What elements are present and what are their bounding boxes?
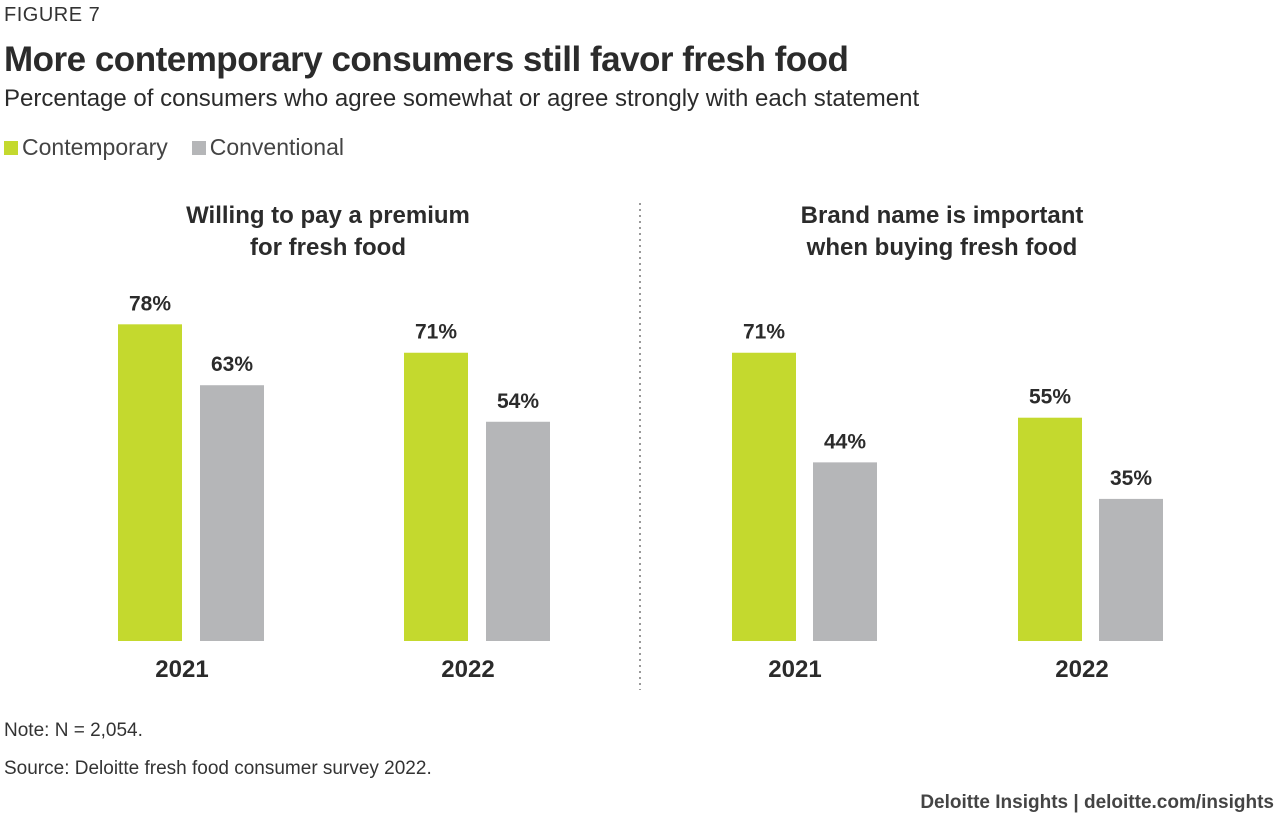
data-label-1-2021-contemporary: 78% xyxy=(129,292,171,315)
data-label-1-2022-conventional: 54% xyxy=(497,390,539,413)
source: Source: Deloitte fresh food consumer sur… xyxy=(4,758,432,779)
legend-swatch-conventional xyxy=(191,140,206,155)
data-label-2-2021-conventional: 44% xyxy=(824,430,866,453)
figure-label: FIGURE 7 xyxy=(4,4,101,26)
legend: Contemporary Conventional xyxy=(4,134,368,161)
footer-credit: Deloitte Insights | deloitte.com/insight… xyxy=(920,792,1274,813)
year-label-1-2022: 2022 xyxy=(441,656,494,683)
year-label-1-2021: 2021 xyxy=(155,656,208,683)
data-label-2-2021-contemporary: 71% xyxy=(743,321,785,344)
data-label-2-2022-contemporary: 55% xyxy=(1029,386,1071,409)
bar-1-2022-conventional xyxy=(486,421,550,641)
data-label-1-2022-contemporary: 71% xyxy=(415,321,457,344)
chart-subtitle: Percentage of consumers who agree somewh… xyxy=(4,85,920,112)
chart-title: More contemporary consumers still favor … xyxy=(4,40,849,79)
year-label-2-2022: 2022 xyxy=(1055,656,1108,683)
legend-item-conventional: Conventional xyxy=(191,134,344,161)
legend-label-contemporary: Contemporary xyxy=(22,134,168,160)
panel-title-2-line-2: when buying fresh food xyxy=(806,234,1078,261)
bar-2-2022-contemporary xyxy=(1018,417,1082,641)
bar-1-2021-contemporary xyxy=(118,324,182,641)
data-label-1-2021-conventional: 63% xyxy=(211,353,253,376)
legend-label-conventional: Conventional xyxy=(209,134,344,160)
data-label-2-2022-conventional: 35% xyxy=(1110,467,1152,490)
legend-swatch-contemporary xyxy=(4,140,18,155)
bar-1-2022-contemporary xyxy=(404,352,468,641)
note: Note: N = 2,054. xyxy=(4,720,143,741)
bar-1-2021-conventional xyxy=(200,385,264,641)
bar-2-2021-contemporary xyxy=(732,352,796,641)
year-label-2-2021: 2021 xyxy=(768,656,821,683)
bar-2-2021-conventional xyxy=(813,462,877,641)
panel-title-2-line-1: Brand name is important xyxy=(801,202,1084,229)
panel-title-1-line-1: Willing to pay a premium xyxy=(186,202,470,229)
legend-item-contemporary: Contemporary xyxy=(4,134,168,161)
panel-title-1-line-2: for fresh food xyxy=(250,234,406,261)
bar-2-2022-conventional xyxy=(1099,498,1163,641)
